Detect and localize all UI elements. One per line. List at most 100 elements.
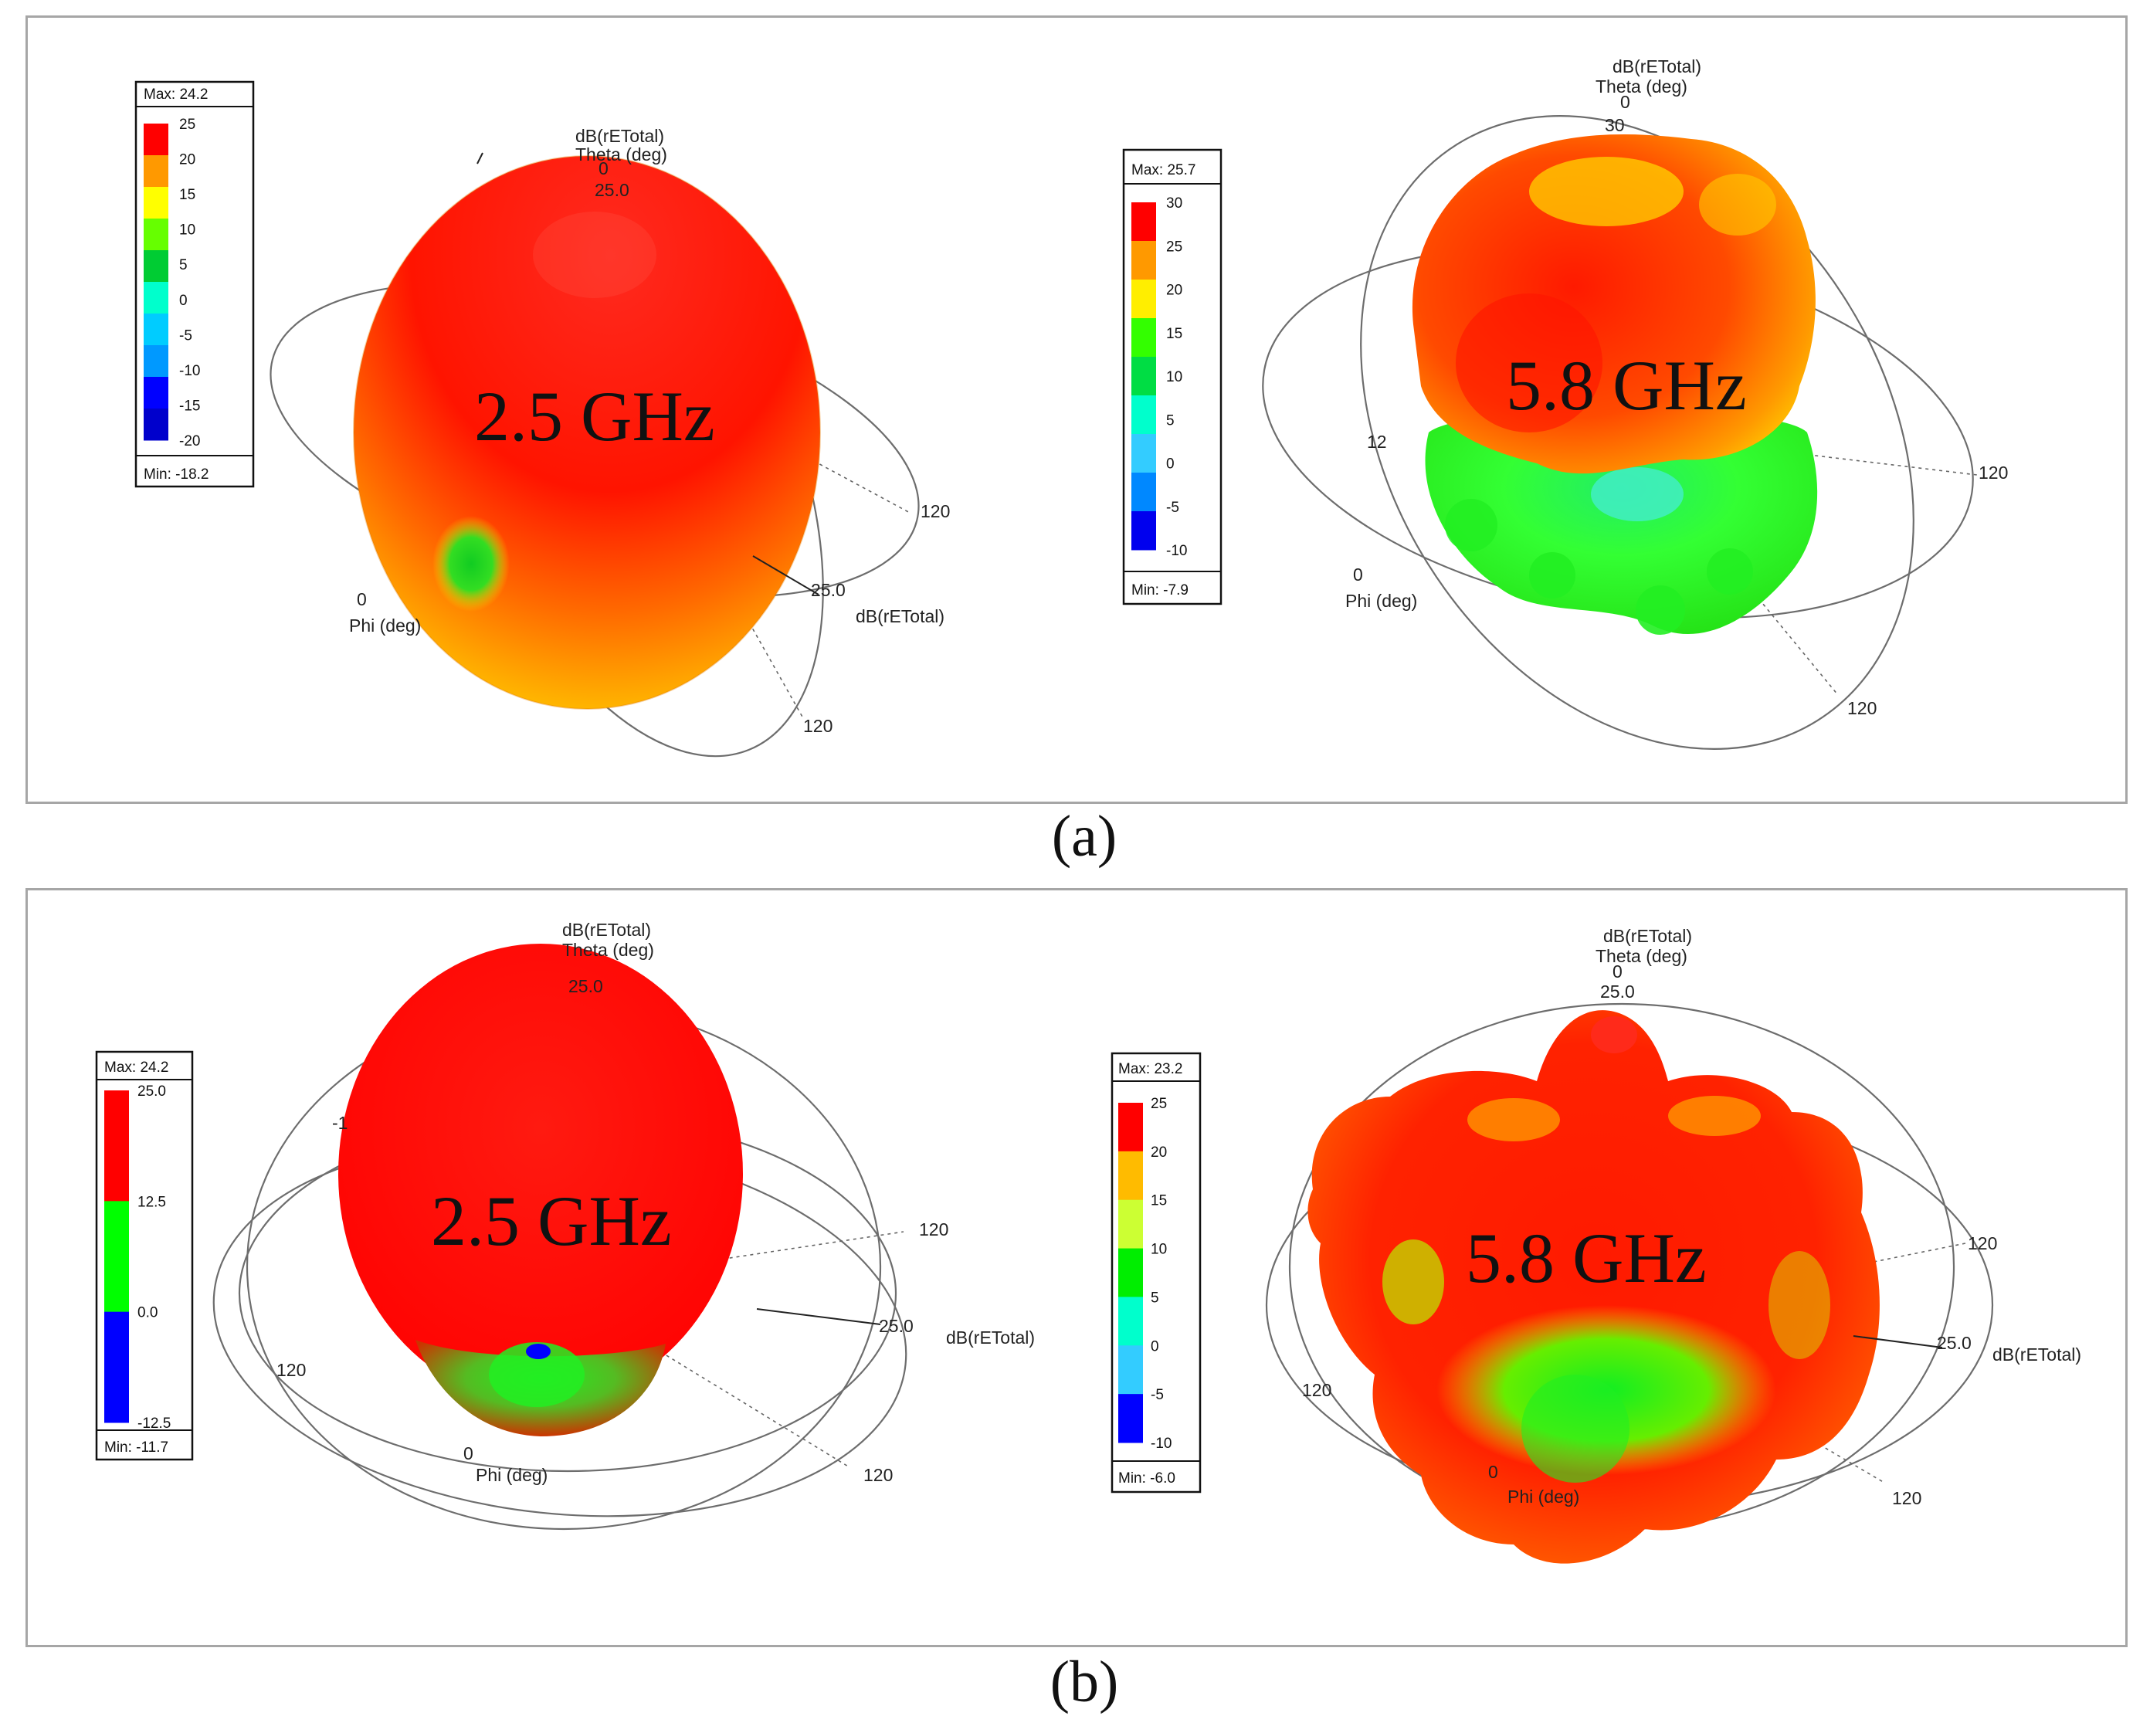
tick-120c-4: 120 xyxy=(1892,1488,1921,1508)
phi-label-4: Phi (deg) xyxy=(1507,1487,1579,1507)
legend-2-swatch xyxy=(1131,280,1156,319)
legend-3-colorbar xyxy=(104,1090,129,1423)
legend-3-swatch xyxy=(104,1090,129,1202)
r-value-4: 25.0 xyxy=(1937,1333,1972,1353)
legend-1-tick: 15 xyxy=(179,187,195,203)
r-value-3: 25.0 xyxy=(879,1316,914,1336)
axis-title-1b: Theta (deg) xyxy=(575,144,667,164)
legend-2-tick: 5 xyxy=(1166,412,1175,429)
legend-2-swatch xyxy=(1131,511,1156,551)
legend-1-colorbar xyxy=(144,124,168,441)
phi-label-1: Phi (deg) xyxy=(349,615,421,636)
legend-4-tick: -5 xyxy=(1151,1387,1164,1403)
theta-zero-4: 0 xyxy=(1612,961,1623,982)
legend-1-tick: -20 xyxy=(179,433,200,449)
phi-tick-3: 0 xyxy=(463,1443,473,1463)
legend-1-tick: 10 xyxy=(179,222,195,239)
legend-1-tick: -15 xyxy=(179,398,200,414)
axis-title-2a: dB(rETotal) xyxy=(1612,56,1701,76)
tick-120a-1: 120 xyxy=(921,501,950,521)
tick-120a-2: 120 xyxy=(1979,463,2008,483)
legend-2-ticks: 30 25 20 15 10 5 0 -5 -10 xyxy=(1166,195,1187,559)
caption-a: (a) xyxy=(1051,804,1117,869)
axis-title-2b: Theta (deg) xyxy=(1596,76,1687,97)
tick-120c-3: 120 xyxy=(863,1465,893,1485)
legend-4-tick: 10 xyxy=(1151,1242,1167,1258)
legend-1-swatch xyxy=(144,155,168,188)
legend-4-tick: 5 xyxy=(1151,1290,1159,1306)
tick-120b-4: 120 xyxy=(1302,1380,1331,1400)
legend-1-swatch xyxy=(144,250,168,283)
freq-label-1: 2.5 GHz xyxy=(474,377,715,456)
r-label-3: dB(rETotal) xyxy=(946,1327,1035,1348)
legend-1-tick: -5 xyxy=(179,327,192,344)
axis-title-1a: dB(rETotal) xyxy=(575,126,664,146)
r-label-4: dB(rETotal) xyxy=(1992,1344,2081,1365)
legend-1-tick: 25 xyxy=(179,117,195,133)
legend-3-max: Max: 24.2 xyxy=(104,1060,168,1076)
legend-2-swatch xyxy=(1131,241,1156,280)
legend-1-swatch xyxy=(144,377,168,409)
axis-title-4a: dB(rETotal) xyxy=(1603,926,1692,946)
legend-1-ticks: 25 20 15 10 5 0 -5 -10 -15 -20 xyxy=(179,117,200,449)
legend-2-tick: 15 xyxy=(1166,326,1182,342)
legend-4-swatch xyxy=(1118,1199,1143,1249)
legend-1-swatch xyxy=(144,187,168,219)
tick-120b-2: 120 xyxy=(1847,698,1877,718)
legend-4-swatch xyxy=(1118,1103,1143,1152)
axis-title-4b: Theta (deg) xyxy=(1596,946,1687,966)
legend-1-tick: 20 xyxy=(179,152,195,168)
tick-12-2: 12 xyxy=(1367,432,1387,452)
phi-label-2: Phi (deg) xyxy=(1345,591,1417,611)
legend-3-min: Min: -11.7 xyxy=(104,1439,168,1456)
legend-3-swatch xyxy=(104,1201,129,1313)
r-value-1: 25.0 xyxy=(811,580,846,600)
axis-title-3b: Theta (deg) xyxy=(562,940,654,960)
plot-3: Max: 24.2 Min: -11.7 25.0 12.5 0.0 -12.5 dB… xyxy=(95,920,1035,1531)
theta-value-1: 25.0 xyxy=(595,180,629,200)
tick-120b-1: 120 xyxy=(803,716,833,736)
legend-4-min: Min: -6.0 xyxy=(1118,1470,1175,1487)
freq-label-2: 5.8 GHz xyxy=(1506,346,1747,425)
theta-value-3: 25.0 xyxy=(568,976,603,996)
legend-3-tick: 12.5 xyxy=(137,1194,166,1210)
tick-neg1-3: -1 xyxy=(332,1113,348,1133)
pattern-2p5ghz-b xyxy=(338,944,743,1404)
legend-4-swatch xyxy=(1118,1151,1143,1201)
legend-4-tick: -10 xyxy=(1151,1436,1172,1452)
freq-label-3: 2.5 GHz xyxy=(431,1182,672,1260)
legend-1-tick: 5 xyxy=(179,257,188,273)
theta-value-2: 30 xyxy=(1605,115,1625,135)
legend-1: Max: 24.2 Min: -18.2 25 20 15 10 5 0 -5 -10 -15 -… xyxy=(134,80,255,488)
phi-label-3: Phi (deg) xyxy=(476,1465,548,1485)
legend-4-swatch xyxy=(1118,1248,1143,1297)
legend-2-colorbar xyxy=(1131,202,1156,551)
legend-3-ticks: 25.0 12.5 0.0 -12.5 xyxy=(137,1083,171,1432)
legend-4-swatch xyxy=(1118,1297,1143,1346)
legend-2-swatch xyxy=(1131,473,1156,512)
theta-orbit-2 xyxy=(1360,115,1914,750)
legend-1-swatch xyxy=(144,345,168,378)
phi-tick-2: 0 xyxy=(1353,565,1363,585)
pattern-null-3 xyxy=(526,1344,551,1359)
legend-2-tick: 10 xyxy=(1166,369,1182,385)
legend-1-max: Max: 24.2 xyxy=(144,86,208,103)
legend-2-tick: 0 xyxy=(1166,456,1175,473)
legend-2-swatch xyxy=(1131,395,1156,435)
legend-1-swatch xyxy=(144,124,168,156)
phi-tick-4: 0 xyxy=(1488,1462,1498,1482)
legend-4: Max: 23.2 Min: -6.0 25 20 15 10 5 0 -5 -10 xyxy=(1111,1052,1202,1494)
legend-1-swatch xyxy=(144,282,168,314)
legend-4-swatch xyxy=(1118,1394,1143,1443)
legend-4-tick: 20 xyxy=(1151,1144,1167,1161)
legend-1-swatch xyxy=(144,314,168,346)
pattern-null-1 xyxy=(432,516,510,612)
legend-4-colorbar xyxy=(1118,1103,1143,1443)
plot-1: Max: 24.2 Min: -18.2 25 20 15 10 5 0 -5 -10 -15 -… xyxy=(134,80,950,758)
legend-2-swatch xyxy=(1131,434,1156,473)
legend-2-tick: -5 xyxy=(1166,500,1179,516)
legend-4-tick: 25 xyxy=(1151,1096,1167,1112)
theta-zero-2: 0 xyxy=(1620,92,1630,112)
legend-2-tick: 20 xyxy=(1166,283,1182,299)
